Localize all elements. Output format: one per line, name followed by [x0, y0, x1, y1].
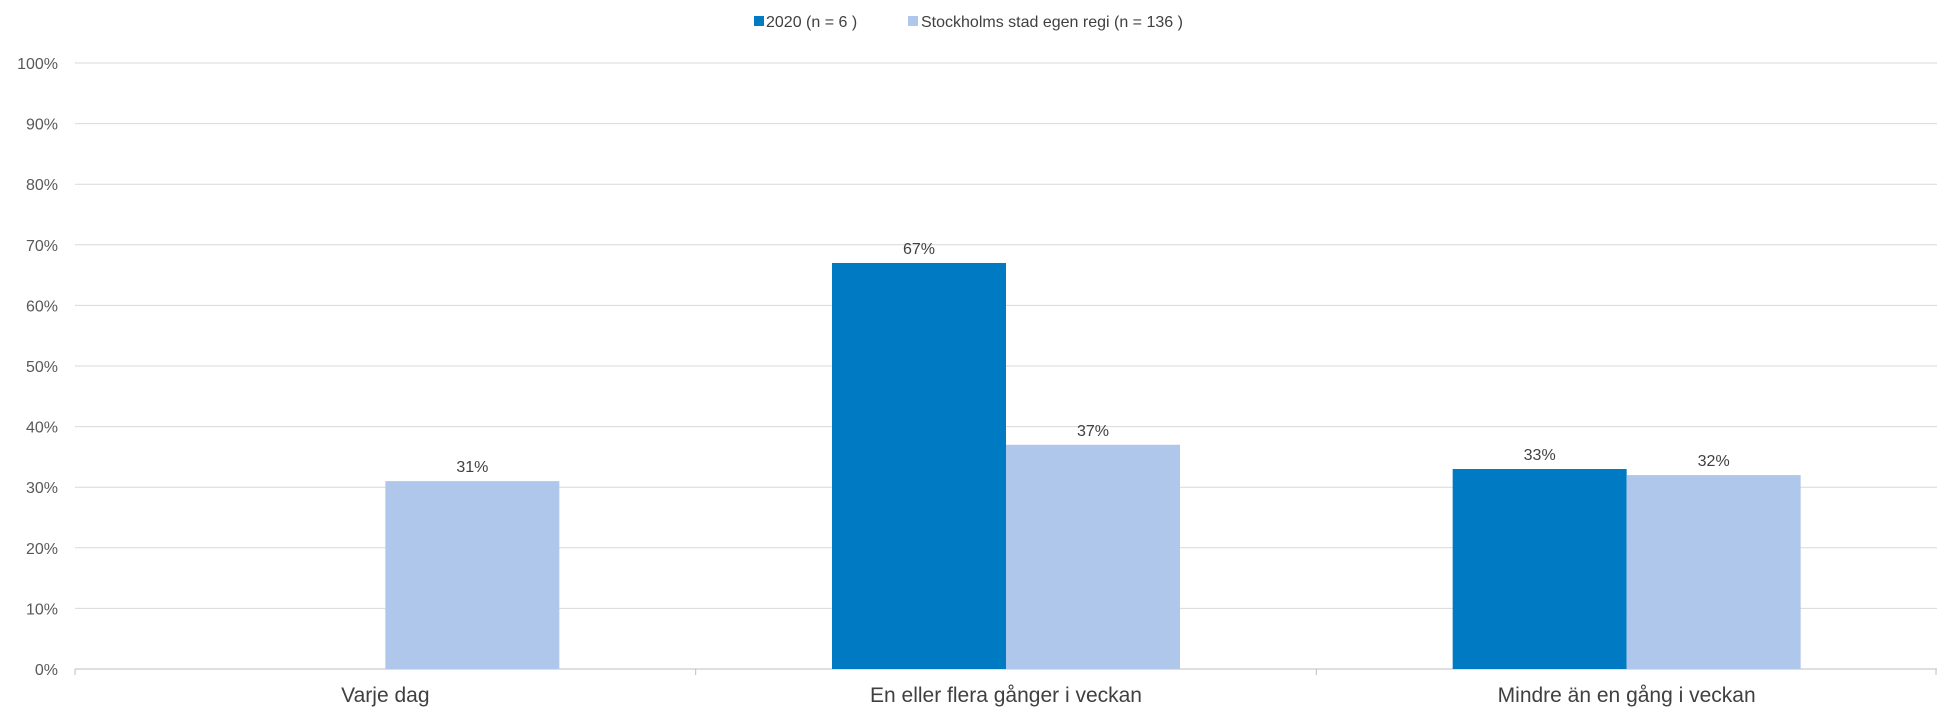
y-axis: 0% 10% 20% 30% 40% 50% 60% 70% 80% 90% 100%: [17, 56, 58, 679]
legend-swatch-stockholm: [908, 16, 918, 26]
y-tick-label: 0%: [35, 662, 58, 679]
legend: 2020 (n = 6 ) Stockholms stad egen regi …: [754, 14, 1183, 31]
data-label: 37%: [1077, 423, 1109, 440]
bar: [832, 262, 1006, 669]
bar: [385, 481, 560, 669]
data-label: 33%: [1524, 447, 1556, 464]
y-tick-label: 70%: [26, 238, 58, 255]
y-tick-label: 100%: [17, 56, 58, 73]
y-tick-label: 90%: [26, 117, 58, 134]
y-tick-label: 80%: [26, 177, 58, 194]
x-axis: Varje dag En eller flera gånger i veckan M…: [74, 669, 1937, 707]
legend-label-2020: 2020 (n = 6 ): [766, 14, 857, 31]
x-tick-label: Varje dag: [341, 684, 429, 707]
x-tick-label: Mindre än en gång i veckan: [1498, 684, 1756, 707]
bar: [1452, 469, 1627, 669]
y-tick-label: 10%: [26, 601, 58, 618]
bar: [1006, 444, 1180, 669]
bar: [1626, 475, 1801, 669]
y-tick-label: 60%: [26, 298, 58, 315]
y-tick-label: 50%: [26, 359, 58, 376]
y-tick-label: 30%: [26, 480, 58, 497]
legend-swatch-2020: [754, 16, 764, 26]
y-tick-label: 20%: [26, 541, 58, 558]
data-label: 67%: [903, 241, 935, 258]
bars: 31% 67% 37% 33% 32%: [385, 241, 1801, 669]
y-tick-label: 40%: [26, 420, 58, 437]
x-tick-label: En eller flera gånger i veckan: [870, 684, 1142, 707]
data-label: 32%: [1698, 453, 1730, 470]
data-label: 31%: [456, 459, 488, 476]
legend-label-stockholm: Stockholms stad egen regi (n = 136 ): [921, 14, 1183, 31]
